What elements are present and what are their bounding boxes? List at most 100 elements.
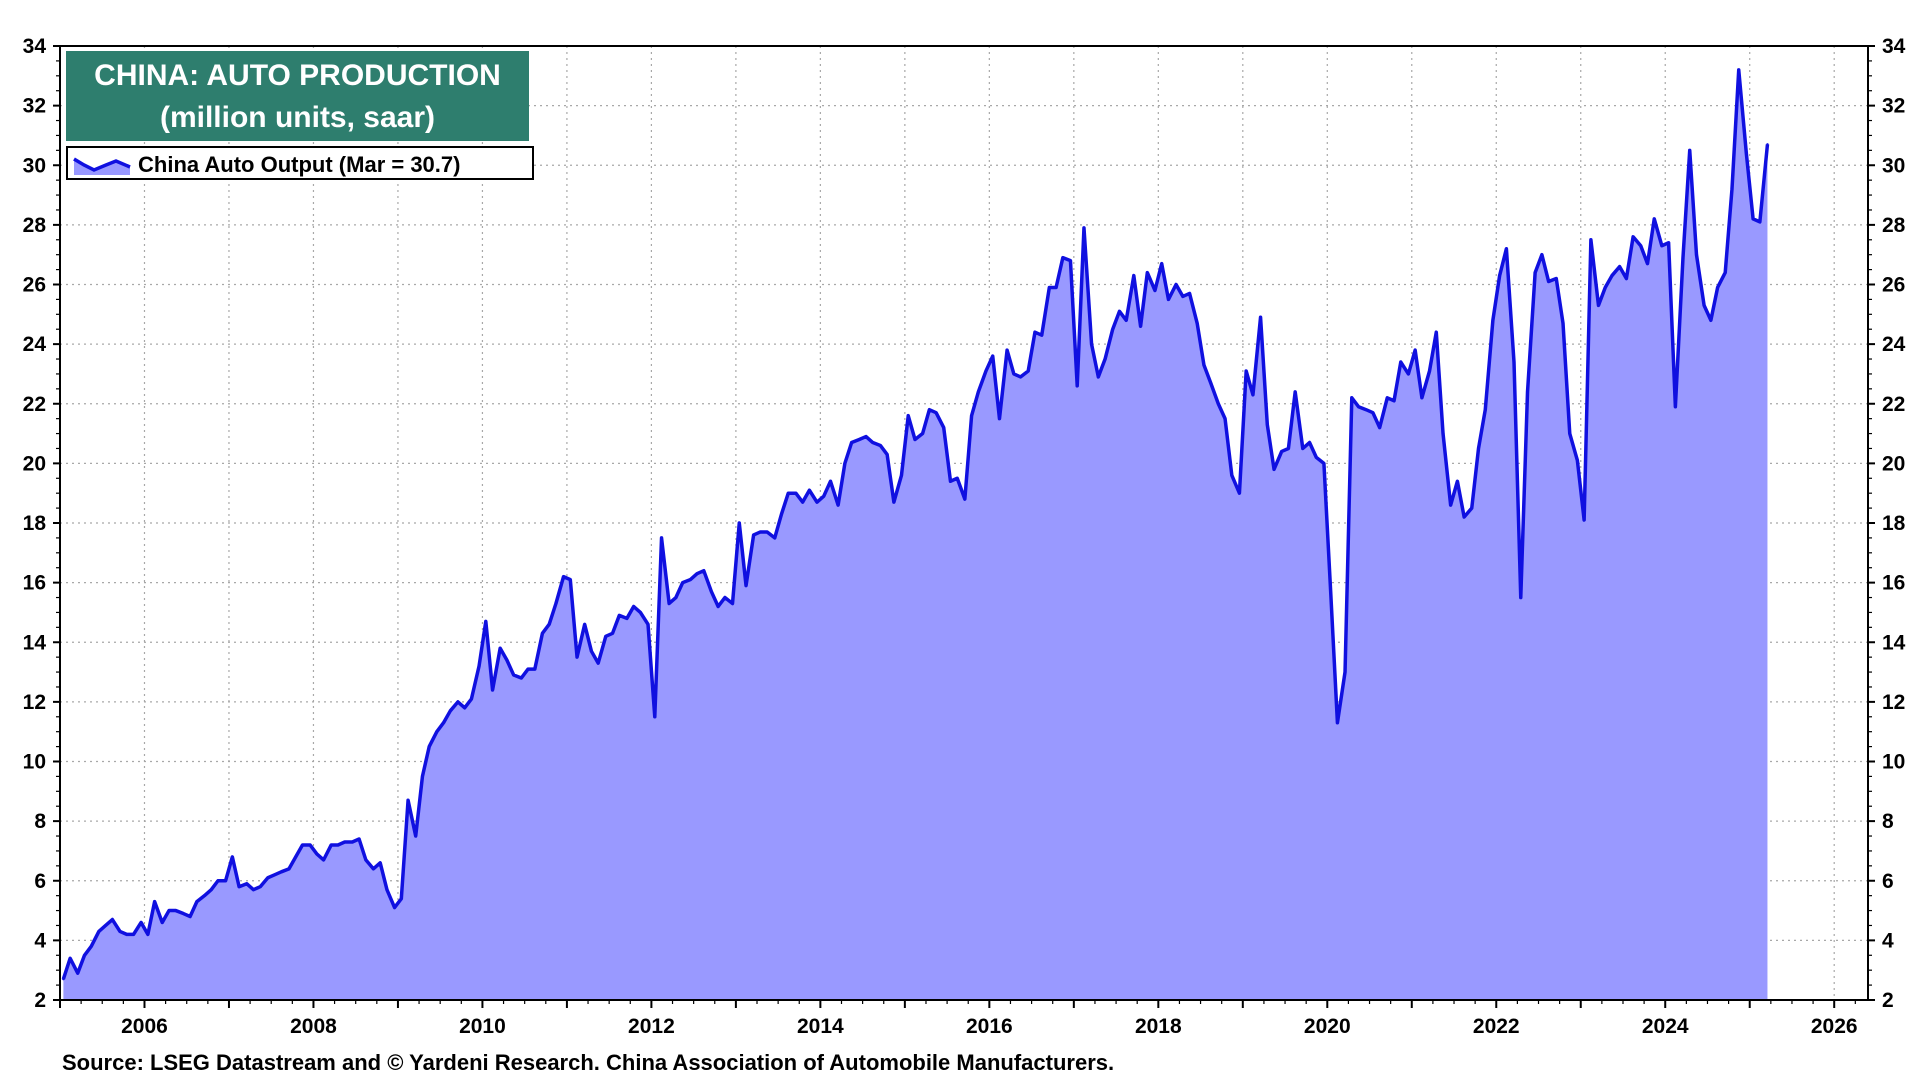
data-point (498, 647, 502, 650)
data-point (780, 512, 783, 516)
data-point (596, 661, 600, 665)
data-point (301, 843, 304, 847)
data-point (1301, 447, 1304, 450)
data-point (210, 888, 213, 891)
data-point (1428, 369, 1431, 373)
data-point (512, 673, 515, 677)
data-point (646, 623, 650, 626)
data-point (237, 885, 241, 888)
legend-swatch-icon (73, 157, 131, 175)
data-point (1582, 518, 1586, 522)
data-point (1167, 298, 1170, 301)
data-point (252, 888, 255, 891)
y-tick-label: 6 (1882, 870, 1894, 893)
data-point (1456, 480, 1459, 483)
data-point (1413, 348, 1417, 352)
area-series (61, 68, 1770, 1001)
data-point (1695, 253, 1698, 256)
data-point (1188, 292, 1191, 295)
source-note: Source: LSEG Datastream and © Yardeni Re… (62, 1050, 1115, 1075)
data-point (414, 834, 417, 838)
y-tick-label: 22 (1882, 393, 1905, 416)
data-point (1407, 372, 1410, 376)
data-point (1125, 319, 1128, 322)
data-point (224, 879, 227, 882)
data-point (1540, 253, 1544, 256)
data-point (639, 611, 642, 614)
data-point (174, 909, 177, 912)
y-tick-label: 20 (1882, 452, 1905, 475)
x-tick-label: 2020 (1304, 1015, 1351, 1038)
data-point (1724, 271, 1727, 274)
data-point (1118, 310, 1121, 313)
data-point (611, 632, 614, 635)
data-point (1223, 417, 1227, 420)
data-point (1766, 143, 1769, 146)
data-point (231, 855, 234, 859)
data-point (949, 480, 952, 483)
y-tick-label: 2 (1882, 989, 1894, 1012)
data-point (1604, 286, 1607, 289)
data-point (104, 924, 107, 927)
y-tick-label: 8 (34, 810, 46, 833)
data-point (1111, 328, 1114, 331)
data-point (1097, 375, 1100, 379)
data-point (245, 882, 248, 885)
data-point (343, 840, 346, 844)
y-tick-label: 16 (23, 572, 46, 595)
data-point (182, 912, 185, 915)
data-point (1470, 506, 1473, 510)
data-point (1631, 235, 1635, 238)
y-tick-label: 24 (1882, 333, 1906, 356)
y-tick-label: 14 (1882, 631, 1906, 654)
data-point (1364, 408, 1368, 411)
data-point (1266, 423, 1269, 426)
y-tick-label: 8 (1882, 810, 1894, 833)
data-point (900, 474, 903, 477)
plot-frame (59, 45, 1869, 1001)
data-point (1287, 447, 1290, 450)
data-point (885, 453, 889, 456)
legend-label: China Auto Output (Mar = 30.7) (138, 152, 461, 177)
data-point (1202, 363, 1206, 367)
data-point (477, 664, 481, 668)
x-tick-label: 2026 (1811, 1015, 1858, 1038)
data-point (372, 867, 375, 871)
data-point (653, 715, 656, 718)
data-point (111, 918, 114, 921)
data-point (850, 441, 853, 444)
data-point (195, 900, 199, 903)
data-point (1293, 390, 1297, 394)
data-point (393, 906, 396, 909)
data-point (1082, 226, 1086, 230)
data-point (385, 888, 389, 891)
data-point (1709, 319, 1713, 322)
data-point (456, 700, 460, 704)
y-tick-label: 26 (23, 274, 46, 297)
data-point (998, 417, 1001, 420)
data-point (843, 462, 847, 465)
y-tick-label: 34 (1882, 35, 1906, 58)
y-tick-label: 12 (1882, 691, 1905, 714)
data-point (822, 494, 825, 498)
data-point (773, 536, 776, 540)
y-tick-label: 34 (23, 35, 47, 58)
data-point (1195, 322, 1199, 325)
data-point (815, 500, 819, 504)
data-point (1272, 468, 1276, 471)
data-point (1322, 462, 1326, 465)
data-point (1505, 247, 1508, 250)
data-point (1576, 459, 1579, 462)
y-tick-label: 14 (23, 631, 47, 654)
data-point (1512, 360, 1516, 364)
data-point (1280, 450, 1283, 453)
data-point (984, 369, 988, 373)
data-point (379, 861, 382, 865)
data-point (125, 933, 128, 936)
data-point (1350, 396, 1353, 399)
data-point (1758, 220, 1762, 224)
data-point (590, 649, 593, 653)
data-point (1069, 259, 1072, 262)
data-point (541, 632, 544, 635)
x-tick-label: 2006 (121, 1015, 168, 1038)
